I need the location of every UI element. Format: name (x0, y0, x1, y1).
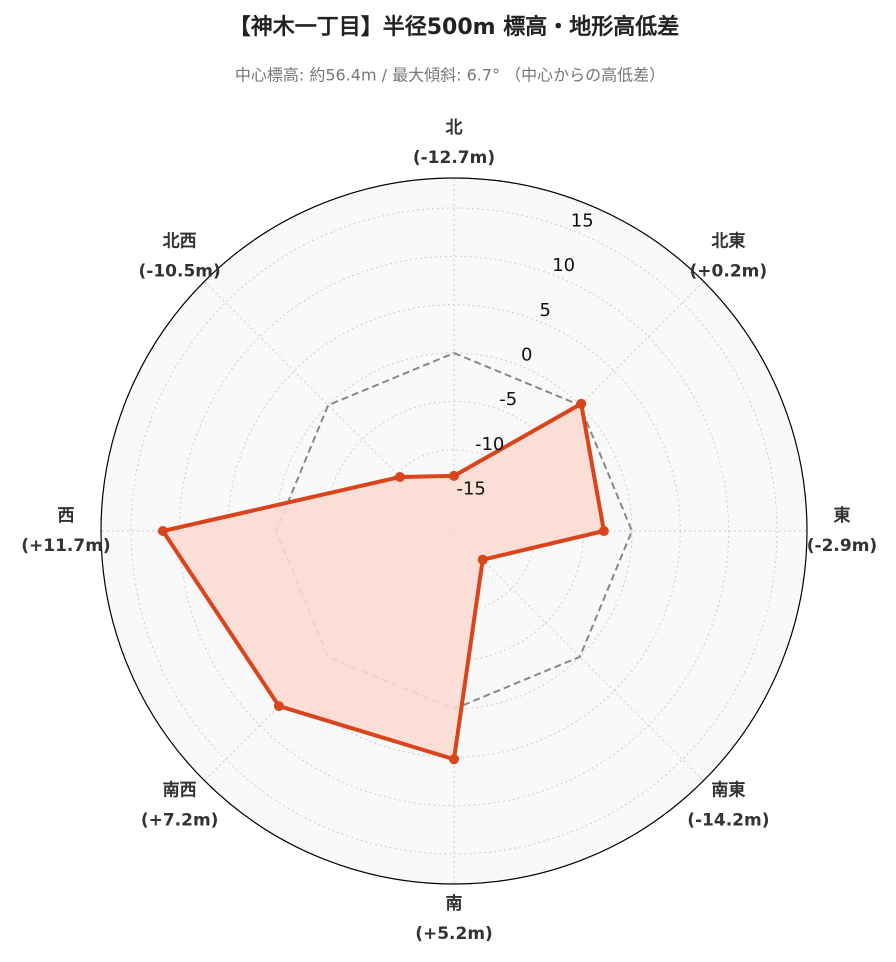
r-tick-label: 5 (539, 300, 550, 321)
r-tick-label: 15 (571, 210, 594, 231)
value-label: (+7.2m) (141, 810, 219, 830)
data-point (449, 470, 459, 481)
grid-spoke (453, 530, 704, 781)
data-point (477, 554, 488, 565)
value-label: (-2.9m) (807, 536, 877, 556)
category-label: 北東 (711, 231, 745, 252)
chart-title: 【神木一丁目】半径500m 標高・地形高低差 (229, 14, 680, 40)
data-point (576, 398, 587, 409)
r-tick-label: -10 (475, 434, 504, 455)
r-tick-label: -15 (456, 479, 485, 500)
value-label: (+11.7m) (21, 536, 110, 556)
category-label: 東 (834, 505, 851, 526)
category-label: 南 (446, 893, 463, 914)
value-label: (+0.2m) (690, 262, 768, 282)
grid-circle (275, 352, 633, 710)
data-point (273, 701, 284, 712)
value-label: (-10.5m) (139, 262, 221, 282)
grid-spoke (204, 281, 455, 532)
value-label: (+5.2m) (415, 924, 493, 944)
category-label: 北 (446, 118, 463, 138)
r-tick-label: 0 (521, 345, 532, 366)
data-point (157, 526, 168, 536)
r-tick-label: -5 (499, 389, 517, 410)
series-area (162, 403, 604, 760)
category-label: 北西 (163, 232, 197, 252)
category-label: 西 (58, 506, 75, 526)
category-label: 南東 (711, 779, 745, 800)
data-point (394, 471, 405, 482)
grid-circle (178, 255, 730, 807)
value-label: (-12.7m) (413, 148, 495, 168)
plot-border (100, 177, 808, 885)
grid-circle (130, 207, 778, 855)
data-point (449, 754, 459, 765)
data-point (598, 526, 609, 536)
chart-subtitle: 中心標高: 約56.4m / 最大傾斜: 6.7° （中心からの高低差） (235, 66, 665, 85)
value-label: (-14.2m) (687, 810, 769, 830)
category-label: 南西 (163, 779, 197, 800)
r-tick-label: 10 (552, 255, 575, 276)
